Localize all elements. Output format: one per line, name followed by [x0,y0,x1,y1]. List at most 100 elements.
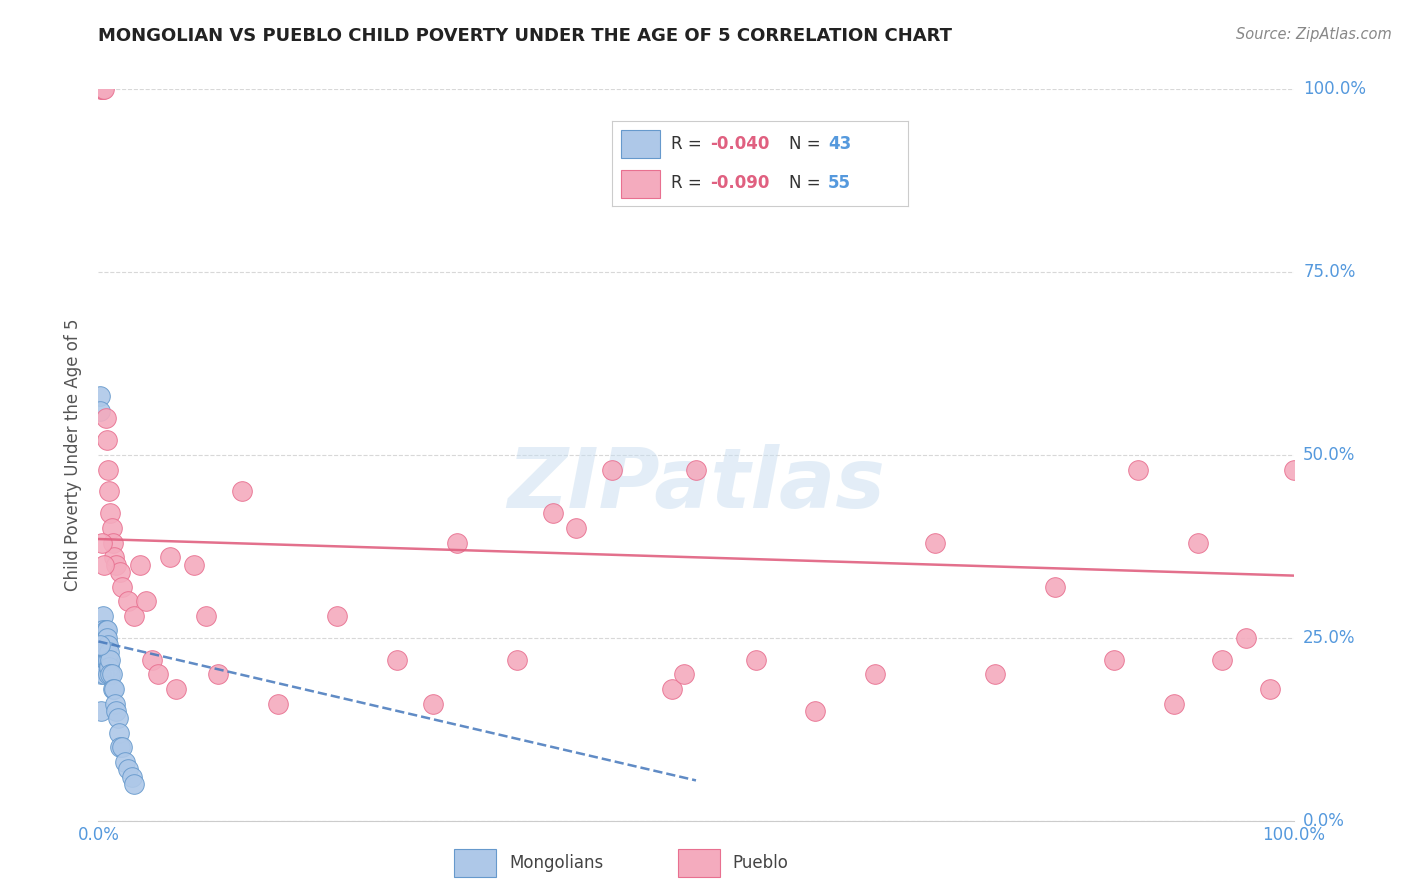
Point [90,667,112,681]
Point [231,484,253,499]
Point [165,681,187,696]
Point [97,653,120,667]
Point [983,667,1005,681]
Text: ZIPatlas: ZIPatlas [508,443,884,524]
Point [91,638,114,652]
Point [98,653,122,667]
Text: MONGOLIAN VS PUEBLO CHILD POVERTY UNDER THE AGE OF 5 CORRELATION CHART: MONGOLIAN VS PUEBLO CHILD POVERTY UNDER … [98,27,952,45]
Point [90,704,112,718]
Point [94,624,117,638]
Point [124,608,146,623]
Point [97,462,120,476]
Point [1043,580,1066,594]
Point [863,667,886,681]
Point [91,624,114,638]
Point [94,638,117,652]
Point [89,389,111,403]
Point [385,653,409,667]
Text: -0.090: -0.090 [710,174,769,193]
Point [207,667,229,681]
Point [93,558,115,572]
Point [141,653,163,667]
Point [745,653,768,667]
Point [105,704,128,718]
Point [100,667,122,681]
Point [1258,681,1281,696]
Point [1234,631,1257,645]
Point [91,82,114,96]
Point [93,631,115,645]
Text: 100.0%: 100.0% [1303,80,1367,98]
Point [97,667,120,681]
Text: 43: 43 [828,136,851,153]
Point [100,521,122,535]
Text: R =: R = [672,136,707,153]
Point [661,681,683,696]
Point [91,608,114,623]
FancyBboxPatch shape [621,169,659,198]
Point [93,667,115,681]
Point [924,535,946,549]
Point [135,594,157,608]
Point [1163,697,1185,711]
Y-axis label: Child Poverty Under the Age of 5: Child Poverty Under the Age of 5 [65,318,83,591]
Point [117,594,139,608]
Point [101,535,124,549]
Point [105,558,128,572]
Text: N =: N = [790,174,827,193]
Text: R =: R = [672,174,707,193]
Point [124,777,146,791]
Point [148,667,170,681]
Point [117,763,139,777]
Point [94,631,117,645]
Point [506,653,529,667]
Text: 55: 55 [828,174,851,193]
Point [108,565,131,579]
Point [121,770,143,784]
Point [97,638,120,652]
Point [565,521,588,535]
Text: 75.0%: 75.0% [1303,263,1355,281]
Point [183,558,205,572]
Point [446,535,468,549]
Text: 50.0%: 50.0% [1303,446,1355,464]
Point [685,462,707,476]
Point [91,535,114,549]
Point [541,507,564,521]
Point [1282,462,1305,476]
Point [107,711,129,725]
Point [107,726,129,740]
Point [104,697,127,711]
Text: 0.0%: 0.0% [1303,812,1346,830]
FancyBboxPatch shape [678,849,720,877]
Point [93,82,115,96]
Point [673,667,696,681]
FancyBboxPatch shape [621,130,659,158]
Point [804,704,827,718]
Point [1211,653,1233,667]
Point [90,638,112,652]
Point [89,638,111,652]
Point [91,653,114,667]
FancyBboxPatch shape [454,849,496,877]
Point [159,550,181,565]
Point [96,624,118,638]
Point [103,681,125,696]
Text: Pueblo: Pueblo [733,854,789,872]
Point [114,755,136,769]
Point [267,697,290,711]
Text: Source: ZipAtlas.com: Source: ZipAtlas.com [1236,27,1392,42]
Point [93,645,115,659]
Point [600,462,623,476]
Point [94,653,117,667]
Point [98,645,121,659]
Point [101,681,124,696]
Point [194,608,217,623]
Point [98,660,121,674]
Point [98,667,122,681]
Point [111,740,134,755]
Point [96,631,118,645]
Point [90,82,112,96]
Point [89,653,111,667]
Point [326,608,349,623]
